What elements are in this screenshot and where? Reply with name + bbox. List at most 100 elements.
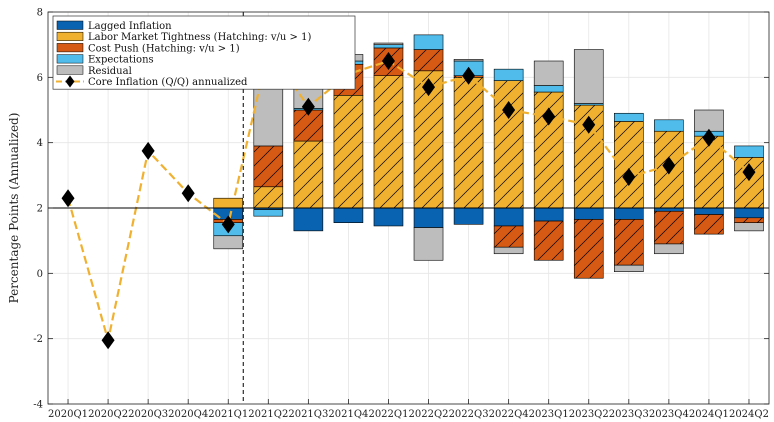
- x-tick-label: 2024Q1: [689, 409, 729, 420]
- bar-segment-0-2022Q3: [453, 207, 484, 225]
- core-inflation-marker-2023Q2: [582, 115, 596, 134]
- legend-label-2: Cost Push (Hatching: v/u > 1): [88, 43, 240, 54]
- x-tick-label: 2023Q1: [529, 409, 569, 420]
- bar-segment-0-2023Q2: [573, 207, 604, 220]
- x-tick-label: 2023Q2: [569, 409, 609, 420]
- bar-hatch-2-2024Q1: [694, 214, 724, 235]
- legend-diamond-marker: [65, 75, 75, 88]
- bar-segment-0-2022Q2: [413, 207, 444, 228]
- bar-hatch-2-2021Q2: [253, 145, 283, 187]
- bar-segment-4-2021Q1: [213, 235, 244, 250]
- bar-segment-0-2024Q1: [694, 207, 724, 215]
- bar-hatch-1-2022Q4: [494, 80, 524, 208]
- legend-label-0: Lagged Inflation: [88, 21, 172, 32]
- legend-swatch-4: [56, 65, 84, 75]
- bar-segment-3-2023Q3: [614, 112, 644, 122]
- bar-segment-0-2021Q4: [333, 207, 364, 223]
- bar-segment-4-2022Q4: [493, 246, 524, 255]
- y-tick-label: 8: [37, 8, 43, 19]
- bar-hatch-2-2022Q2: [414, 49, 444, 71]
- x-tick-label: 2020Q1: [48, 409, 88, 420]
- bar-segment-3-2023Q4: [654, 119, 684, 132]
- y-axis-label: Percentage Points (Annualized): [7, 113, 21, 304]
- bar-segment-4-2023Q2: [573, 49, 604, 104]
- legend-swatch-2: [56, 43, 84, 53]
- bar-hatch-2-2022Q4: [494, 225, 524, 248]
- bar-hatch-1-2024Q1: [694, 136, 724, 208]
- x-tick-label: 2022Q4: [489, 409, 529, 420]
- x-tick-label: 2021Q1: [208, 409, 248, 420]
- core-inflation-marker-2022Q3: [462, 66, 476, 85]
- bar-segment-3-2022Q4: [493, 68, 524, 81]
- core-inflation-marker-2021Q1: [221, 215, 235, 234]
- bar-segment-4-2023Q1: [533, 60, 564, 86]
- bar-hatch-1-2023Q3: [614, 121, 644, 208]
- bar-segment-0-2021Q3: [293, 207, 324, 232]
- bar-hatch-2-2023Q1: [534, 221, 564, 261]
- bar-segment-0-2023Q3: [614, 207, 644, 220]
- x-tick-label: 2021Q4: [328, 409, 368, 420]
- bar-segment-3-2021Q2: [253, 209, 284, 217]
- bar-segment-4-2022Q2: [413, 227, 444, 261]
- x-tick-label: 2021Q3: [288, 409, 328, 420]
- y-tick-label: 2: [37, 204, 43, 215]
- core-inflation-marker-2022Q2: [422, 78, 436, 97]
- legend-swatch-0: [56, 20, 84, 30]
- legend-swatch-3: [56, 54, 84, 64]
- bar-segment-3-2023Q1: [533, 85, 564, 93]
- bar-segment-0-2022Q4: [493, 207, 524, 227]
- x-tick-label: 2022Q2: [409, 409, 449, 420]
- core-inflation-marker-2020Q3: [141, 141, 155, 160]
- bar-hatch-2-2023Q4: [654, 211, 684, 244]
- bar-hatch-1-2021Q3: [293, 141, 323, 208]
- legend-box: [52, 15, 356, 90]
- y-tick-label: 4: [37, 138, 43, 149]
- core-inflation-marker-2023Q4: [662, 156, 676, 175]
- y-tick-label: -4: [33, 400, 43, 411]
- core-inflation-marker-2024Q1: [702, 128, 716, 147]
- bar-segment-0-2023Q4: [654, 207, 684, 212]
- bar-hatch-1-2022Q3: [454, 77, 484, 208]
- legend-label-4: Residual: [88, 66, 132, 77]
- bar-segment-3-2024Q2: [734, 145, 764, 158]
- core-inflation-marker-2020Q4: [181, 184, 195, 203]
- x-tick-label: 2020Q3: [128, 409, 168, 420]
- x-tick-label: 2020Q4: [168, 409, 208, 420]
- core-inflation-marker-2023Q3: [622, 167, 636, 186]
- bar-segment-3-2022Q1: [373, 44, 404, 49]
- bar-segment-1-2021Q1: [213, 197, 244, 209]
- core-inflation-marker-2023Q1: [542, 107, 556, 126]
- bar-hatch-1-2021Q4: [333, 95, 363, 208]
- x-tick-label: 2024Q2: [729, 409, 769, 420]
- bar-hatch-1-2022Q1: [373, 75, 403, 208]
- x-tick-label: 2021Q2: [248, 409, 288, 420]
- bar-segment-4-2023Q4: [654, 243, 684, 255]
- bar-hatch-2-2023Q2: [574, 219, 604, 279]
- legend-swatch-1: [56, 31, 84, 41]
- bar-segment-4-2024Q1: [694, 109, 724, 132]
- legend-label-1: Labor Market Tightness (Hatching: v/u > …: [88, 32, 311, 43]
- bar-segment-0-2024Q2: [734, 207, 764, 219]
- bar-segment-4-2024Q2: [734, 222, 764, 232]
- x-tick-label: 2022Q3: [449, 409, 489, 420]
- core-inflation-line: [66, 46, 750, 341]
- bar-segment-4-2022Q3: [453, 59, 484, 62]
- x-tick-label: 2020Q2: [88, 409, 128, 420]
- x-tick-label: 2023Q4: [649, 409, 689, 420]
- bar-hatch-1-2021Q2: [253, 186, 283, 208]
- core-inflation-marker-2020Q1: [61, 189, 75, 208]
- bar-segment-0-2023Q1: [533, 207, 564, 222]
- bar-hatch-2-2023Q3: [614, 219, 644, 266]
- x-tick-label: 2022Q1: [368, 409, 408, 420]
- core-inflation-marker-2022Q1: [381, 52, 395, 70]
- bar-segment-4-2022Q1: [373, 42, 404, 45]
- bar-segment-0-2022Q1: [373, 207, 404, 227]
- core-inflation-marker-2022Q4: [502, 101, 516, 119]
- x-tick-label: 2023Q3: [609, 409, 649, 420]
- bar-segment-3-2022Q2: [413, 34, 444, 50]
- core-inflation-marker-2024Q2: [742, 163, 756, 182]
- legend-label-line: Core Inflation (Q/Q) annualized: [88, 77, 248, 88]
